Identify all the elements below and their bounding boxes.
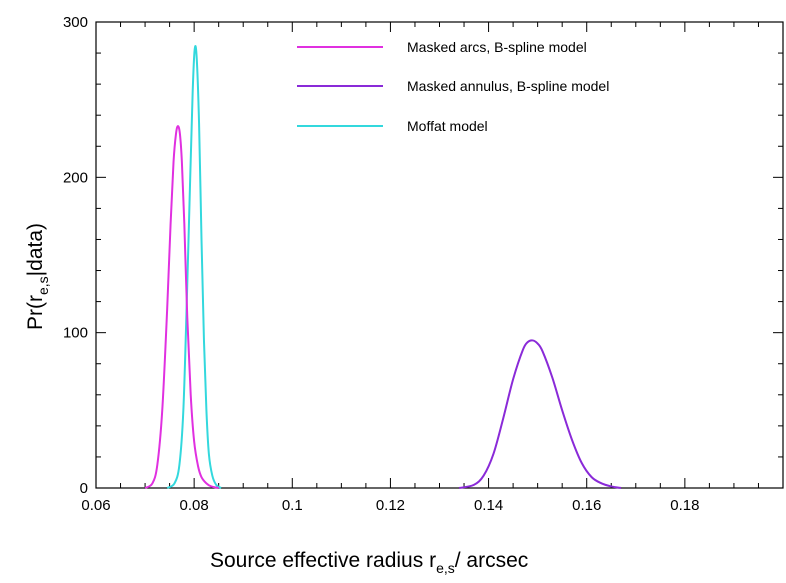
- x-axis-title-main: Source effective radius r: [210, 549, 436, 572]
- y-axis-title: Pr(re,s|data): [24, 223, 51, 330]
- legend-label: Masked annulus, B-spline model: [407, 78, 609, 94]
- x-axis-title-suffix: / arcsec: [455, 549, 529, 572]
- x-axis-title-sub: e,s: [436, 560, 455, 576]
- x-tick-label: 0.1: [282, 497, 303, 514]
- y-axis-title-suffix: |data): [24, 223, 47, 276]
- y-axis-title-main: Pr(r: [24, 295, 47, 330]
- x-axis-ticks: 0.06 0.08 0.1 0.12 0.14 0.16 0.18: [81, 22, 784, 514]
- legend-label: Masked arcs, B-spline model: [407, 39, 587, 55]
- y-tick-label: 0: [80, 480, 88, 497]
- y-axis-title-sub: e,s: [35, 276, 51, 295]
- legend-label: Moffat model: [407, 118, 488, 134]
- y-tick-label: 300: [63, 14, 88, 31]
- x-tick-label: 0.12: [376, 497, 405, 514]
- y-tick-label: 100: [63, 325, 88, 342]
- x-axis-title: Source effective radius re,s/ arcsec: [210, 549, 528, 576]
- series-line-masked-arcs-b-spline-model: [144, 125, 219, 489]
- x-tick-label: 0.18: [670, 497, 699, 514]
- x-tick-label: 0.16: [572, 497, 601, 514]
- series-lines: [144, 45, 622, 489]
- x-tick-label: 0.08: [180, 497, 209, 514]
- y-axis-ticks: 0 100 200 300: [63, 14, 783, 497]
- legend: Masked arcs, B-spline model Masked annulu…: [297, 39, 609, 134]
- series-line-moffat-model: [166, 45, 222, 489]
- x-tick-label: 0.14: [474, 497, 503, 514]
- y-tick-label: 200: [63, 169, 88, 186]
- x-tick-label: 0.06: [81, 497, 110, 514]
- series-line-masked-annulus-b-spline-model: [458, 339, 622, 489]
